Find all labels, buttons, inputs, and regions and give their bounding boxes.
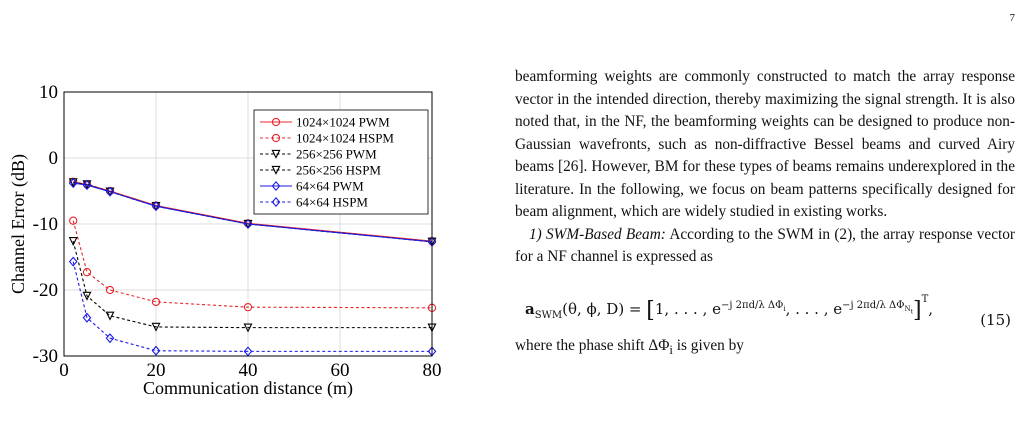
data-point	[69, 216, 78, 225]
paragraph-phase-shift: where the phase shift ΔΦi is given by	[515, 335, 1015, 362]
data-point	[243, 218, 253, 230]
eq-bracket-open: [	[646, 297, 655, 323]
data-point	[105, 186, 115, 197]
data-point	[68, 237, 78, 246]
series-line	[72, 220, 433, 309]
legend-entry: 256×256 HSPM	[260, 163, 381, 178]
legend-entry: 64×64 HSPM	[260, 195, 368, 210]
series-2	[69, 216, 437, 312]
x-axis-label: Communication distance (m)	[143, 378, 353, 399]
eq-exp-n-subsub: t	[910, 307, 913, 315]
legend-marker	[271, 196, 281, 208]
series-line	[73, 182, 433, 243]
data-point	[151, 322, 161, 332]
x-tick-label: 40	[239, 360, 258, 381]
legend-label: 1024×1024 HSPM	[296, 131, 394, 146]
data-point	[82, 268, 92, 277]
eq-args: (θ, ϕ, D) =	[562, 299, 642, 318]
legend-marker	[271, 180, 281, 192]
data-point	[105, 285, 115, 295]
eq-exp-n: −j 2πd/λ ΔΦ	[842, 299, 905, 311]
page-number: 7	[1009, 12, 1016, 24]
legend-label: 1024×1024 PWM	[296, 115, 390, 130]
legend-label: 64×64 HSPM	[296, 195, 368, 210]
phase-shift-tail: is given by	[672, 336, 744, 354]
y-tick-label: -30	[33, 346, 58, 367]
legend-marker	[271, 165, 281, 175]
data-point	[82, 291, 92, 301]
y-axis-label: Channel Error (dB)	[8, 154, 29, 294]
x-tick-label: 60	[331, 360, 350, 381]
legend-marker	[271, 117, 281, 127]
data-point	[151, 201, 161, 212]
legend-entry: 1024×1024 PWM	[260, 115, 390, 130]
equation-15: aSWM(θ, ϕ, D) = [1, . . . , e−j 2πd/λ ΔΦ…	[515, 277, 1015, 333]
legend-entry: 1024×1024 HSPM	[260, 131, 394, 146]
data-point	[105, 311, 115, 321]
phase-shift-sub: i	[669, 342, 673, 357]
eq-exp-n-sub: N	[904, 304, 911, 313]
eq-transpose: T	[921, 293, 929, 305]
eq-body-start: 1, . . . , e	[654, 299, 721, 318]
legend-entry: 64×64 PWM	[260, 179, 364, 194]
equation-body: aSWM(θ, ϕ, D) = [1, . . . , e−j 2πd/λ ΔΦ…	[525, 293, 934, 323]
legend-label: 256×256 PWM	[296, 147, 377, 162]
text-column: beamforming weights are commonly constru…	[515, 66, 1015, 361]
eq-subscript: SWM	[534, 309, 563, 321]
data-point	[82, 312, 92, 323]
series-line	[72, 261, 432, 352]
x-tick-label: 80	[423, 360, 442, 381]
data-point	[105, 333, 115, 344]
eq-middle: , . . . , e	[785, 299, 843, 318]
data-point	[82, 180, 92, 191]
legend-label: 64×64 PWM	[296, 179, 364, 194]
data-point	[151, 297, 161, 307]
y-tick-label: -10	[33, 214, 58, 235]
paragraph-swm: 1) SWM-Based Beam: According to the SWM …	[515, 224, 1015, 269]
phase-shift-text: where the phase shift ΔΦ	[515, 336, 670, 354]
series-6	[68, 256, 437, 357]
series-4	[68, 237, 437, 333]
plot-frame	[63, 91, 433, 357]
legend-label: 256×256 HSPM	[296, 163, 381, 178]
legend-entry: 256×256 PWM	[260, 147, 377, 162]
eq-exp-i-sub: i	[783, 304, 786, 313]
y-tick-label: -20	[33, 280, 58, 301]
data-point	[68, 178, 78, 189]
channel-error-chart: 0 20 40 60 80 -30 -20 -10 0 10 Communication dist…	[8, 82, 442, 399]
equation-number: (15)	[980, 310, 1011, 329]
channel-error-figure: 0 20 40 60 80 -30 -20 -10 0 10 Communication dist…	[0, 80, 470, 410]
eq-vector: a	[525, 299, 535, 318]
legend-marker	[271, 133, 281, 143]
tick-labels: 0 20 40 60 80 -30 -20 -10 0 10	[33, 82, 442, 381]
data-point	[243, 303, 253, 312]
paragraph-beamforming: beamforming weights are commonly constru…	[515, 68, 1015, 220]
legend-box	[253, 109, 429, 215]
x-tick-label: 20	[147, 360, 166, 381]
y-tick-label: 10	[39, 82, 58, 103]
x-tick-label: 0	[59, 360, 69, 381]
data-point	[243, 323, 253, 333]
series-layer	[68, 177, 437, 357]
data-point	[151, 345, 161, 356]
eq-bracket-close: ]	[912, 297, 922, 323]
legend-marker	[271, 149, 281, 159]
eq-exp-i: −j 2πd/λ ΔΦ	[721, 299, 784, 311]
paragraph-swm-text: According to the SWM in (2), the array r…	[515, 225, 1015, 266]
y-tick-label: 0	[49, 148, 59, 169]
data-point	[68, 256, 78, 267]
section-title: 1) SWM-Based Beam:	[529, 225, 666, 243]
series-line	[72, 241, 432, 329]
